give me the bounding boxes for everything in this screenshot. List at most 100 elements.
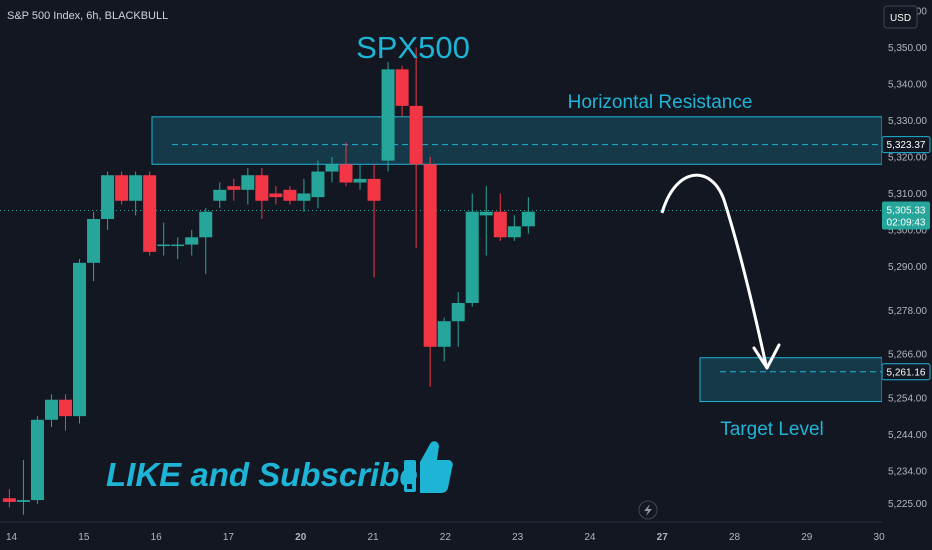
candle-body (44, 399, 58, 420)
candle-body (115, 175, 129, 201)
x-tick-label: 15 (78, 532, 90, 543)
candle[interactable] (87, 211, 101, 282)
candle[interactable] (339, 142, 353, 187)
candle-body (339, 164, 353, 183)
y-tick-label: 5,290.00 (888, 262, 927, 273)
candle-body (143, 175, 157, 252)
countdown-text: 02:09:43 (887, 218, 926, 229)
candle[interactable] (58, 394, 72, 431)
candle[interactable] (241, 167, 255, 205)
y-tick-label: 5,254.00 (888, 393, 927, 404)
candle[interactable] (507, 215, 521, 241)
candle-body (423, 164, 437, 347)
candle-body (395, 69, 409, 106)
candle-body (129, 175, 143, 201)
y-tick-label: 5,278.00 (888, 306, 927, 317)
candle-body (437, 321, 451, 347)
candle-body (213, 189, 227, 201)
x-tick-label: 29 (801, 532, 813, 543)
candle[interactable] (101, 171, 115, 230)
candle[interactable] (283, 186, 297, 205)
candle-body (381, 69, 395, 161)
candle[interactable] (409, 47, 423, 249)
candle[interactable] (143, 171, 157, 256)
candle[interactable] (129, 171, 143, 216)
zone-rect[interactable] (699, 357, 883, 403)
x-tick-label: 17 (223, 532, 235, 543)
zone-price-badge: 5,261.16 (881, 363, 931, 381)
price-axis-background[interactable] (882, 0, 932, 522)
time-axis[interactable]: 14 15 16 17 20 21 22 23 24 27 28 29 30 (6, 532, 885, 543)
y-tick-label: 5,266.00 (888, 350, 927, 361)
candle-body (101, 175, 115, 220)
candle[interactable] (465, 193, 479, 307)
candle-body (241, 175, 255, 190)
candle[interactable] (157, 222, 171, 256)
y-tick-label: 5,244.00 (888, 430, 927, 441)
candle[interactable] (353, 164, 367, 190)
candle-body (73, 262, 87, 417)
candle[interactable] (2, 489, 16, 508)
x-tick-label: 23 (512, 532, 524, 543)
candle-body (185, 237, 199, 245)
candle-body (451, 302, 465, 322)
x-tick-label: 28 (729, 532, 741, 543)
candle-body (157, 244, 171, 247)
candle-body (58, 399, 72, 417)
candle-body (283, 189, 297, 201)
candle[interactable] (437, 317, 451, 362)
candle[interactable] (311, 160, 325, 209)
candle[interactable] (171, 237, 185, 260)
candle[interactable] (325, 156, 339, 183)
candle-body (367, 178, 381, 201)
candle[interactable] (395, 65, 409, 117)
currency-button[interactable]: USD (883, 5, 918, 29)
y-tick-label: 5,340.00 (888, 79, 927, 90)
candle[interactable] (367, 164, 381, 278)
candle[interactable] (199, 208, 213, 274)
candle-body (171, 244, 185, 247)
candle[interactable] (297, 178, 311, 212)
candle[interactable] (479, 186, 493, 256)
zone-price-badge-text: 5,261.16 (887, 367, 926, 378)
candle[interactable] (30, 416, 44, 504)
candle[interactable] (255, 167, 269, 220)
zone-rect[interactable] (151, 116, 883, 165)
candle-body (493, 211, 507, 238)
candle[interactable] (493, 193, 507, 241)
candle[interactable] (451, 292, 465, 347)
resistance-label: Horizontal Resistance (568, 92, 753, 113)
candle[interactable] (521, 197, 535, 234)
candle[interactable] (269, 186, 283, 205)
candle-body (479, 211, 493, 216)
candle[interactable] (227, 178, 241, 201)
y-tick-label: 5,330.00 (888, 116, 927, 127)
y-tick-label: 5,310.00 (888, 189, 927, 200)
y-tick-label: 5,350.00 (888, 43, 927, 54)
candle[interactable] (185, 229, 199, 256)
candle-body (30, 419, 44, 501)
candle-body (521, 211, 535, 227)
candle[interactable] (213, 182, 227, 209)
lightning-icon[interactable] (638, 500, 658, 520)
candle[interactable] (115, 171, 129, 205)
candle[interactable] (73, 259, 87, 424)
candle-body (465, 211, 479, 303)
y-tick-label: 5,234.00 (888, 466, 927, 477)
candle-body (507, 226, 521, 238)
candle[interactable] (381, 62, 395, 172)
candle-body (2, 498, 16, 502)
x-tick-label: 21 (367, 532, 379, 543)
y-tick-label: 5,320.00 (888, 152, 927, 163)
symbol-title[interactable]: S&P 500 Index, 6h, BLACKBULL (7, 10, 168, 22)
target-label: Target Level (720, 419, 824, 440)
candle[interactable] (44, 394, 58, 428)
candle[interactable] (16, 459, 30, 515)
candle-body (325, 164, 339, 172)
curved-arrow-icon (660, 173, 781, 370)
candle-body (353, 178, 367, 183)
candle[interactable] (423, 156, 437, 387)
